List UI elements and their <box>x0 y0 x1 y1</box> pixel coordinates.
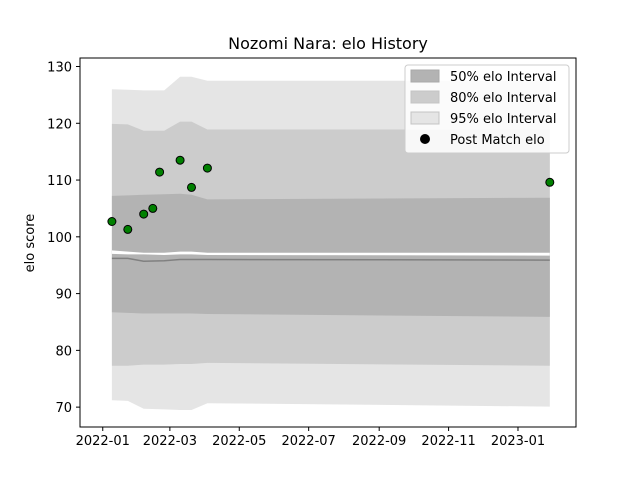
legend-label: 95% elo Interval <box>450 112 557 127</box>
x-tick-label: 2022-09 <box>352 434 406 449</box>
legend-label: 80% elo Interval <box>450 91 557 106</box>
data-point <box>123 224 133 234</box>
y-tick-label: 80 <box>55 344 72 359</box>
post-match-points <box>107 155 555 234</box>
plot-frame <box>79 57 577 428</box>
data-point <box>139 209 149 219</box>
x-tick-label: 2022-11 <box>421 434 475 449</box>
y-axis: 70 80 90 100 110 120 130 <box>47 61 80 416</box>
data-point <box>187 182 196 192</box>
x-tick-label: 2022-03 <box>143 434 197 449</box>
y-tick-label: 120 <box>47 117 72 132</box>
data-point <box>202 163 212 173</box>
data-point <box>545 177 555 187</box>
data-point <box>155 167 165 177</box>
data-point <box>107 217 117 226</box>
y-tick-label: 70 <box>55 401 72 416</box>
y-tick-label: 90 <box>55 288 72 303</box>
legend-swatch-50 <box>410 69 440 83</box>
x-tick-label: 2022-01 <box>76 434 130 449</box>
y-axis-label: elo score <box>23 214 38 273</box>
legend-label: Post Match elo <box>450 133 545 148</box>
chart-title: Nozomi Nara: elo History <box>228 34 428 53</box>
legend-swatch-95 <box>410 111 440 125</box>
y-tick-label: 100 <box>47 231 72 246</box>
legend-marker-point <box>420 134 430 144</box>
y-tick-label: 130 <box>47 61 72 76</box>
x-tick-label: 2022-05 <box>212 434 266 449</box>
data-point <box>175 155 185 165</box>
data-point <box>148 203 158 213</box>
x-axis: 2022-01 2022-03 2022-05 2022-07 2022-09 2022-… <box>76 427 545 449</box>
legend-label: 50% elo Interval <box>450 70 557 85</box>
legend-swatch-80 <box>410 90 440 104</box>
y-tick-label: 110 <box>47 174 72 189</box>
legend-box <box>404 64 570 154</box>
band-50 <box>111 193 550 317</box>
x-tick-label: 2022-07 <box>281 434 335 449</box>
interval-bands <box>111 76 550 410</box>
band-gap <box>111 250 550 256</box>
legend: 50% elo Interval 80% elo Interval 95% elo … <box>404 64 570 154</box>
x-tick-label: 2023-01 <box>491 434 545 449</box>
mean-line <box>111 257 550 262</box>
plot-area <box>107 76 555 410</box>
